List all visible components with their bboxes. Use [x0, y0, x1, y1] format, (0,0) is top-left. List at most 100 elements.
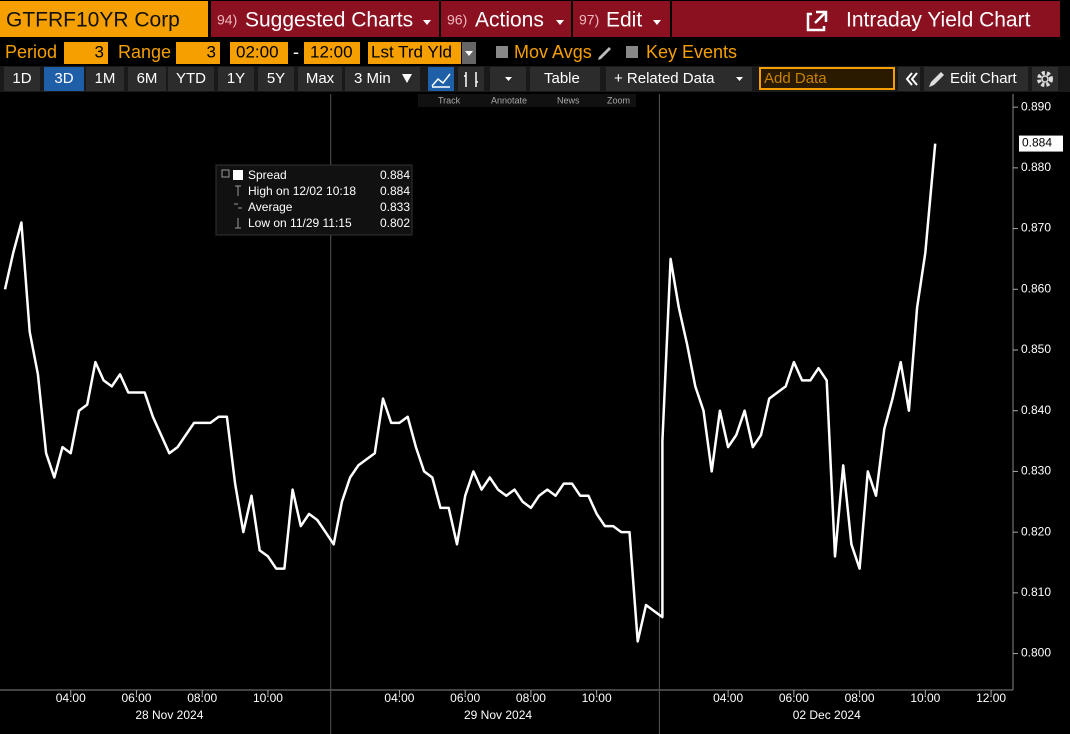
- mov-avgs: Mov Avgs: [514, 42, 592, 62]
- related-button[interactable]: [606, 67, 752, 91]
- security: GTFRF10YR Corp: [6, 9, 180, 32]
- span-button[interactable]: [128, 67, 166, 91]
- menu-label: Edit: [606, 9, 642, 32]
- span-label: 5Y: [267, 70, 285, 87]
- legend-swatch: [233, 170, 243, 180]
- pencil-icon: [929, 72, 944, 87]
- span-label: 3D: [54, 70, 73, 87]
- y-tick-label: 0.870: [1021, 221, 1051, 235]
- tool[interactable]: Track: [438, 95, 461, 105]
- tooltip-label: Low on 11/29 11:15: [248, 216, 352, 230]
- tool[interactable]: Annotate: [491, 95, 527, 105]
- tool[interactable]: News: [557, 95, 580, 105]
- span-label: 1M: [95, 70, 116, 87]
- menu-label: Actions: [475, 9, 544, 32]
- bar-style-button[interactable]: [458, 67, 484, 91]
- settings-button[interactable]: [1032, 67, 1058, 91]
- y-tick-label: 0.830: [1021, 464, 1051, 478]
- span-button[interactable]: [44, 67, 84, 91]
- key-events: Key Events: [646, 42, 737, 62]
- range-input[interactable]: [176, 42, 220, 64]
- interval: 3 Min: [354, 70, 391, 87]
- start-time: 02:00: [236, 42, 279, 61]
- x-tick-label: 10:00: [582, 691, 612, 705]
- add-data-input[interactable]: [759, 67, 895, 90]
- x-tick-label: 06:00: [121, 691, 151, 705]
- y-tick-label: 0.840: [1021, 403, 1051, 417]
- collapse-button[interactable]: [898, 67, 920, 91]
- end-time: 12:00: [310, 42, 353, 61]
- table: Table: [544, 70, 580, 87]
- x-tick-label: 10:00: [910, 691, 940, 705]
- tooltip-icon: [234, 185, 242, 229]
- x-tick-label: 04:00: [713, 691, 743, 705]
- y-tick-label: 0.850: [1021, 342, 1051, 356]
- menu[interactable]: [573, 1, 670, 37]
- tool-strip: [418, 94, 636, 107]
- span-button[interactable]: [4, 67, 40, 91]
- menu-label: Suggested Charts: [245, 9, 413, 32]
- x-tick-label: 08:00: [187, 691, 217, 705]
- start-input[interactable]: [230, 42, 288, 64]
- popout-icon[interactable]: [806, 10, 828, 32]
- table-button[interactable]: [530, 67, 600, 91]
- related: + Related Data: [614, 70, 715, 87]
- menu-code: 97): [579, 12, 599, 28]
- x-date-label: 29 Nov 2024: [464, 708, 532, 722]
- span-label: 1D: [12, 70, 31, 87]
- menu-code: 96): [447, 12, 467, 28]
- tooltip-label: High on 12/02 10:18: [248, 184, 356, 198]
- collapse-icon: [905, 72, 918, 86]
- span-button[interactable]: [298, 67, 342, 91]
- menu[interactable]: [441, 1, 571, 37]
- period-input[interactable]: [64, 42, 108, 64]
- y-tick-label: 0.810: [1021, 585, 1051, 599]
- x-tick-label: 12:00: [976, 691, 1006, 705]
- pencil-icon[interactable]: [598, 47, 611, 60]
- title-panel: [672, 1, 1060, 37]
- x-tick-label: 10:00: [253, 691, 283, 705]
- dash: -: [293, 42, 299, 62]
- span-label: Max: [306, 70, 335, 87]
- last-value-label: 0.884: [1022, 136, 1052, 150]
- x-tick-label: 04:00: [384, 691, 414, 705]
- x-date-label: 28 Nov 2024: [135, 708, 203, 722]
- gear-icon: [1037, 71, 1053, 87]
- gear-icon: [1041, 75, 1049, 83]
- tooltip-icon: [221, 169, 230, 178]
- span-button[interactable]: [168, 67, 214, 91]
- security-box[interactable]: [0, 1, 208, 37]
- span-button[interactable]: [218, 67, 254, 91]
- end-input[interactable]: [304, 42, 360, 64]
- tool[interactable]: Zoom: [607, 95, 630, 105]
- x-tick-label: 04:00: [56, 691, 86, 705]
- x-date-label: 02 Dec 2024: [793, 708, 861, 722]
- field-input[interactable]: [368, 42, 461, 64]
- edit-chart-button[interactable]: [924, 67, 1028, 91]
- period: 3: [95, 42, 104, 61]
- series-line: [3, 143, 937, 643]
- span-label: 1Y: [227, 70, 245, 87]
- tooltip-value: 0.884: [380, 184, 410, 198]
- x-tick-label: 06:00: [450, 691, 480, 705]
- menu[interactable]: [211, 1, 439, 37]
- tooltip-value: 0.833: [380, 200, 410, 214]
- span-button[interactable]: [86, 67, 124, 91]
- range-label: Range: [118, 42, 171, 62]
- span-label: YTD: [176, 70, 206, 87]
- tooltip-box: [215, 164, 413, 236]
- y-tick-label: 0.890: [1021, 99, 1051, 113]
- dropdown-arrow: [505, 77, 512, 81]
- x-tick-label: 06:00: [779, 691, 809, 705]
- span-label: 6M: [137, 70, 158, 87]
- checkbox[interactable]: [626, 46, 638, 58]
- bar-icon: [464, 72, 478, 87]
- tooltip-value: 0.884: [380, 168, 410, 182]
- menu-code: 94): [217, 12, 237, 28]
- last-value-box: [1019, 135, 1063, 152]
- span-button[interactable]: [258, 67, 294, 91]
- page-title: Intraday Yield Chart: [846, 9, 1031, 32]
- range: 3: [207, 42, 216, 61]
- checkbox[interactable]: [496, 46, 508, 58]
